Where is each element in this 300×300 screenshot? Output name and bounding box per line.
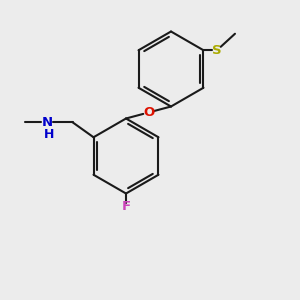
Text: H: H [44,128,55,141]
Text: S: S [212,44,222,57]
Text: N: N [41,116,52,129]
Text: O: O [143,106,154,119]
Text: F: F [122,200,130,213]
